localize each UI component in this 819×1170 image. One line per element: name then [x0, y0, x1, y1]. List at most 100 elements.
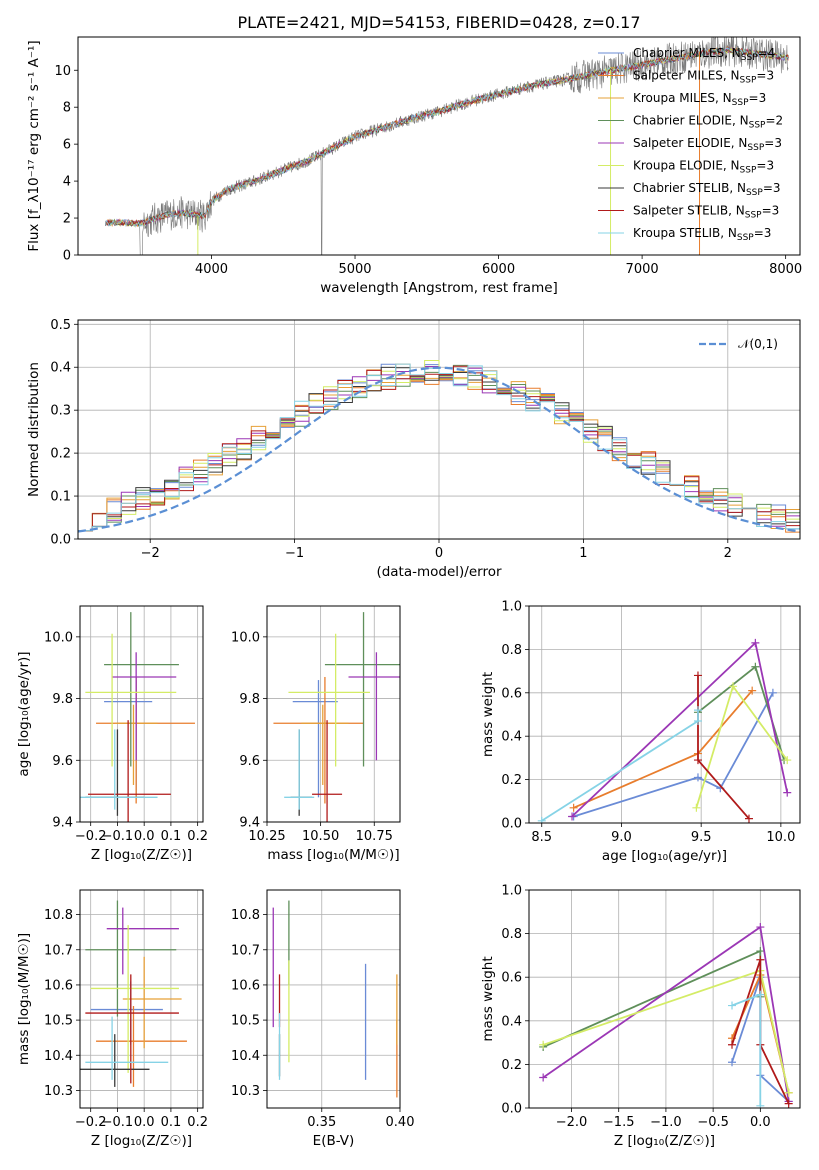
- y-tick-label: 0.6: [501, 971, 522, 986]
- y-tick-label: 1.0: [501, 884, 522, 899]
- axes-frame: [79, 889, 204, 1109]
- weight-marker: [539, 1040, 548, 1049]
- panel-age_weight: 8.5 9.0 9.5 10.0 0.0 0.2 0.4 0.6 0.8 1.0 age [log₁…: [480, 600, 801, 864]
- weight-marker: [756, 947, 765, 956]
- x-axis-label: E(B-V): [313, 1133, 355, 1149]
- weight-marker: [756, 990, 765, 999]
- x-tick-label: 7000: [626, 262, 659, 277]
- axes-frame: [266, 605, 401, 823]
- weight-series: [541, 710, 699, 822]
- weight-marker: [569, 803, 578, 812]
- y-axis-label: age [log₁₀(age/yr)]: [16, 651, 32, 776]
- y-tick-label: 0.1: [50, 490, 71, 505]
- x-tick-label: 9.0: [611, 830, 632, 845]
- x-axis-label: wavelength [Angstrom, rest frame]: [320, 280, 558, 296]
- y-tick-label: 0: [63, 249, 71, 264]
- weight-marker: [539, 1073, 548, 1082]
- axes-frame: [77, 36, 801, 256]
- x-tick-label: −0.2: [75, 829, 107, 844]
- panel-z_weight: −2.0 −1.5 −1.0 −0.5 0.0 0.0 0.2 0.4 0.6 0.8 1.0 Z […: [480, 884, 801, 1149]
- y-axis-label: Flux [f_λ10⁻¹⁷ erg cm⁻² s⁻¹ A⁻¹]: [26, 40, 42, 251]
- plot-area: [539, 923, 793, 1108]
- legend-entry: Chabrier STELIB, NSSP=3: [633, 181, 781, 198]
- y-tick-label: 9.8: [52, 692, 73, 707]
- model-spectrum: [104, 46, 789, 228]
- y-tick-label: 0.4: [50, 361, 71, 376]
- y-tick-label: 6: [63, 138, 71, 153]
- y-tick-label: 0.2: [50, 447, 71, 462]
- y-tick-label: 4: [63, 175, 71, 190]
- y-tick-label: 0.2: [501, 1058, 522, 1073]
- x-tick-label: 8.5: [531, 830, 552, 845]
- y-tick-label: 0.6: [501, 686, 522, 701]
- weight-series: [695, 684, 788, 809]
- y-tick-label: 10.6: [231, 978, 260, 993]
- weight-marker: [744, 814, 753, 823]
- y-tick-label: 10.4: [44, 1049, 73, 1064]
- plot-area: [104, 37, 789, 255]
- spectrum-legend: Chabrier MILES, NSSP=4 Salpeter MILES, NS…: [598, 46, 783, 243]
- y-tick-label: 0.0: [501, 817, 522, 832]
- y-tick-label: 0.8: [501, 927, 522, 942]
- x-tick-label: −0.2: [75, 1115, 107, 1130]
- x-tick-label: 0.2: [187, 829, 208, 844]
- x-tick-label: 2: [724, 546, 732, 561]
- weight-marker: [568, 812, 577, 821]
- x-tick-label: 0.2: [187, 1115, 208, 1130]
- y-tick-label: 10.8: [44, 908, 73, 923]
- weight-marker: [693, 717, 702, 726]
- y-tick-label: 0.8: [501, 643, 522, 658]
- y-tick-label: 10.7: [44, 943, 73, 958]
- axes-frame: [79, 605, 204, 823]
- y-tick-label: 8: [63, 101, 71, 116]
- x-tick-label: 4000: [195, 262, 228, 277]
- weight-marker: [751, 638, 760, 647]
- x-tick-label: 6000: [482, 262, 515, 277]
- x-axis-label: mass [log₁₀(M/M☉)]: [267, 847, 399, 863]
- x-tick-label: 0.40: [386, 1115, 415, 1130]
- y-tick-label: 10.5: [44, 1014, 73, 1029]
- x-tick-label: 10.50: [302, 829, 339, 844]
- x-tick-label: 10.75: [356, 829, 393, 844]
- x-tick-label: −0.1: [102, 829, 134, 844]
- y-tick-label: 10.8: [231, 908, 260, 923]
- panel-residuals: −2 −1 0 1 2 0.0 0.1 0.2 0.3 0.4 0.5 (data-model)/er…: [26, 318, 801, 580]
- x-tick-label: −0.1: [102, 1115, 134, 1130]
- weight-marker: [751, 662, 760, 671]
- x-tick-label: −2: [141, 546, 160, 561]
- x-tick-label: 0: [435, 546, 443, 561]
- legend-entry: Salpeter ELODIE, NSSP=3: [633, 136, 782, 153]
- x-tick-label: −1: [285, 546, 304, 561]
- axes-frame: [528, 605, 801, 824]
- y-tick-label: 10.6: [44, 978, 73, 993]
- axes-frame: [266, 889, 401, 1109]
- weight-marker: [693, 706, 702, 715]
- panel-ebv_mass: 0.35 0.40 10.3 10.4 10.5 10.6 10.7 10.8 E(B-V): [231, 889, 415, 1149]
- weight-marker: [784, 1088, 793, 1097]
- legend-entry: 𝒩(0,1): [738, 337, 778, 351]
- y-tick-label: 10.4: [231, 1049, 260, 1064]
- weight-series: [573, 692, 774, 818]
- y-tick-label: 0.5: [50, 318, 71, 333]
- normal-curve: [78, 366, 800, 533]
- weight-marker: [728, 1058, 737, 1067]
- figure-title: PLATE=2421, MJD=54153, FIBERID=0428, z=0…: [237, 13, 640, 32]
- panel-z_age: −0.2−0.1 0.0 0.1 0.2 9.4 9.6 9.8 10.0 Z [log₁₀(Z…: [16, 605, 208, 863]
- x-tick-label: −2.0: [556, 1115, 588, 1130]
- weight-marker: [768, 688, 777, 697]
- weight-marker: [728, 1040, 737, 1049]
- weight-marker: [756, 955, 765, 964]
- model-spectrum: [104, 46, 789, 227]
- weight-marker: [728, 1001, 737, 1010]
- x-tick-label: 1: [579, 546, 587, 561]
- weight-marker: [693, 756, 702, 765]
- y-tick-label: 0.0: [50, 533, 71, 548]
- legend-entry: Kroupa STELIB, NSSP=3: [633, 226, 771, 243]
- weight-marker: [693, 671, 702, 680]
- y-tick-label: 2: [63, 212, 71, 227]
- y-axis-label: mass weight: [480, 956, 496, 1041]
- x-tick-label: 10.25: [248, 829, 285, 844]
- legend-entry: Salpeter STELIB, NSSP=3: [633, 204, 779, 221]
- weight-marker: [748, 686, 757, 695]
